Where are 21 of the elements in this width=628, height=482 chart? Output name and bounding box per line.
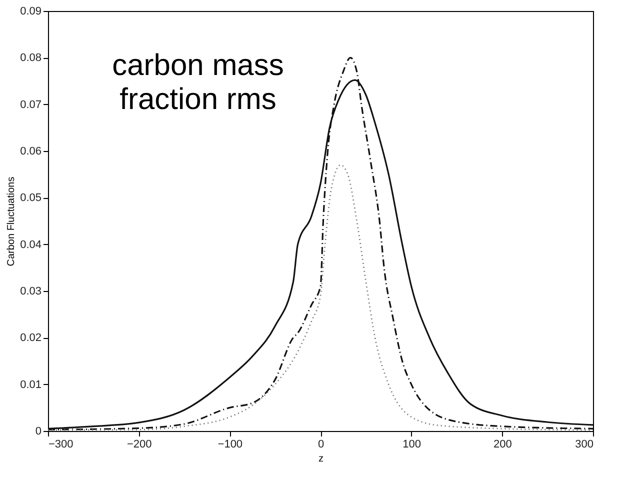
y-tick-label: 0.09 [20, 6, 42, 18]
x-tick-label: −300 [48, 438, 74, 450]
y-tick-label: 0.01 [20, 378, 42, 391]
y-tick-label: 0.05 [20, 192, 42, 204]
annotation: carbon mass fraction rms [112, 49, 284, 116]
y-tick-label: 0.06 [20, 146, 42, 158]
y-tick-label: 0.04 [20, 238, 42, 251]
y-tick-label: 0 [35, 426, 42, 438]
x-tick-label: 200 [493, 438, 512, 450]
x-tick-label: 0 [318, 438, 324, 450]
y-tick-label: 0.03 [20, 286, 42, 298]
x-tick-label: −200 [126, 438, 152, 450]
y-tick-label: 0.08 [20, 52, 42, 64]
x-tick-label: 100 [402, 438, 422, 450]
x-tick-label: 300 [575, 438, 594, 450]
y-axis-title: Carbon Fluctuations [6, 176, 18, 266]
y-tick-label: 0.07 [20, 98, 42, 111]
line-series [47, 164, 594, 431]
x-axis-title: z [318, 454, 324, 464]
y-tick-label: 0.02 [20, 332, 42, 344]
x-tick-label: −100 [218, 438, 243, 450]
